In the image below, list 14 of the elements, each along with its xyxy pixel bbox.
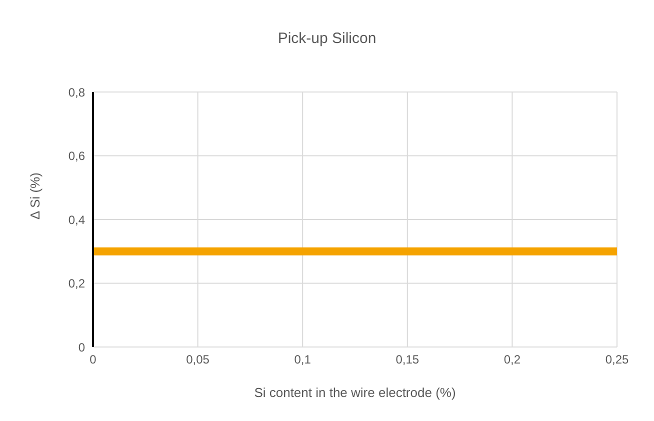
chart-title: Pick-up Silicon: [276, 30, 378, 47]
y-tick-label: 0,2: [68, 276, 86, 291]
y-tick-label: 0,6: [68, 149, 86, 164]
y-tick-label: 0,4: [68, 212, 86, 227]
x-tick-label: 0: [90, 352, 97, 367]
x-tick-label: 0,2: [504, 352, 521, 367]
x-tick-label: 0,05: [186, 352, 210, 367]
y-tick-label: 0: [78, 340, 86, 354]
x-tick-label: 0,1: [294, 352, 312, 367]
x-tick-label: 0,25: [605, 352, 629, 367]
x-tick-label: 0,15: [396, 352, 420, 367]
x-axis-title: Si content in the wire electrode (%): [254, 385, 456, 400]
y-tick-label: 0,8: [68, 85, 86, 100]
y-axis-title: Δ Si (%): [28, 172, 43, 220]
